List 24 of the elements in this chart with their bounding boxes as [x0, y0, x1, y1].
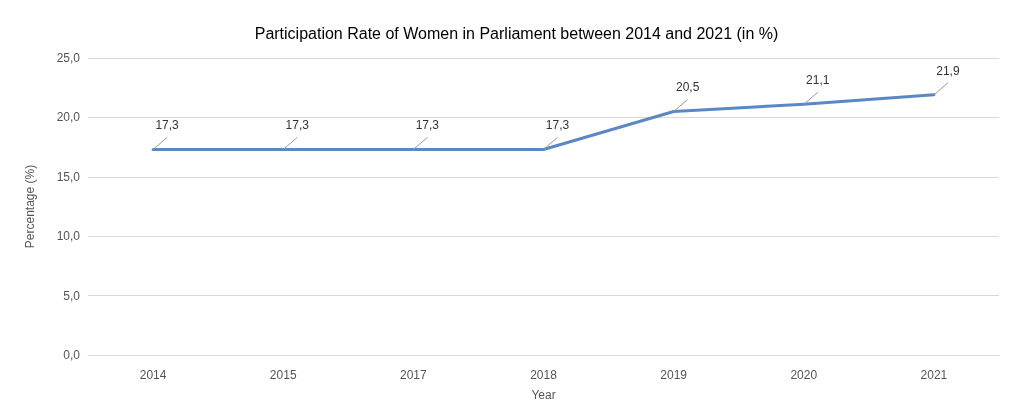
data-label: 20,5 — [675, 80, 700, 95]
x-tick-label: 2018 — [530, 368, 558, 382]
y-tick-label: 0,0 — [63, 348, 81, 362]
y-axis-title: Percentage (%) — [23, 164, 37, 249]
x-tick-label: 2019 — [660, 368, 688, 382]
data-label: 17,3 — [545, 118, 570, 133]
data-label: 21,9 — [936, 63, 960, 78]
x-tick-label: 2020 — [790, 368, 818, 382]
x-tick-label: 2015 — [269, 368, 297, 382]
x-axis-title: Year — [531, 388, 556, 402]
y-tick-label: 5,0 — [63, 288, 81, 303]
data-label: 17,3 — [155, 118, 180, 133]
line-series — [151, 93, 936, 151]
x-tick-label: 2021 — [920, 368, 948, 382]
y-tick-label: 10,0 — [56, 229, 81, 244]
data-label: 21,1 — [806, 73, 830, 88]
x-tick-label: 2017 — [400, 368, 428, 382]
y-tick-label: 25,0 — [56, 51, 81, 65]
y-tick-label: 15,0 — [56, 169, 81, 184]
x-tick-label: 2014 — [139, 368, 167, 382]
data-label: 17,3 — [285, 118, 310, 133]
data-label: 17,3 — [415, 118, 440, 133]
chart-title: Participation Rate of Women in Parliament between 2014 and 2021 (in %) — [254, 24, 779, 42]
y-tick-label: 20,0 — [56, 110, 81, 125]
